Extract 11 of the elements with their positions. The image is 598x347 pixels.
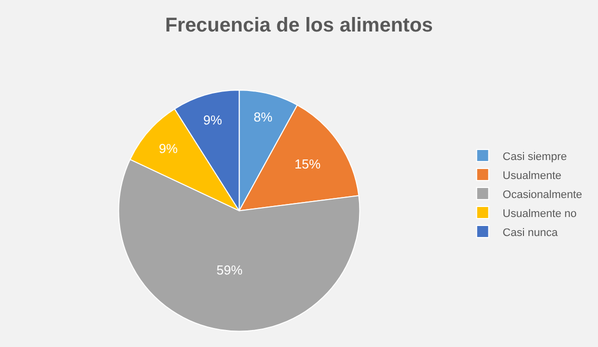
data-label: 9%	[158, 140, 178, 156]
legend-label: Ocasionalmente	[502, 188, 582, 201]
data-label: 15%	[294, 156, 321, 172]
chart-title: Frecuencia de los alimentos	[165, 14, 433, 36]
legend-label: Casi nunca	[502, 226, 559, 239]
legend-label: Usualmente	[502, 170, 562, 182]
data-label: 8%	[254, 110, 273, 125]
data-label: 59%	[216, 262, 243, 278]
legend-label: Usualmente no	[502, 208, 577, 220]
legend-label: Casi siempre	[502, 150, 567, 163]
data-label: 9%	[203, 112, 223, 128]
